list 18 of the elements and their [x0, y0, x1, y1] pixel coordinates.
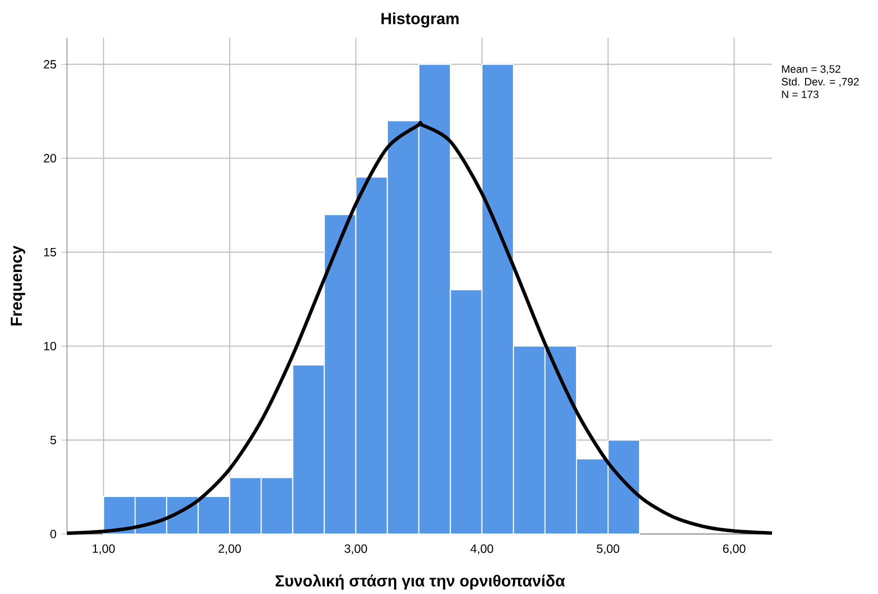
- text: Std. Dev. = ,792: [782, 78, 859, 87]
- chart-title: Histogram: [382, 12, 459, 28]
- y-tick-label: 0: [50, 530, 56, 538]
- y-tick-label: 10: [44, 342, 56, 350]
- y-axis-title: Frequency: [10, 246, 26, 326]
- x-tick-label: 2,00: [218, 544, 241, 554]
- x-tick-label: 3,00: [344, 544, 368, 554]
- text: Mean = 3,52: [782, 65, 840, 74]
- y-tick-label: 5: [50, 436, 56, 444]
- y-tick-label: 25: [44, 60, 56, 69]
- y-tick-label: 20: [44, 154, 56, 162]
- x-axis-title: Συνολική στάση για την ορνιθοπανίδα: [276, 574, 565, 590]
- text: N = 173: [782, 90, 818, 98]
- x-tick-label: 4,00: [470, 544, 494, 554]
- x-tick-label: 5,00: [596, 544, 620, 554]
- x-tick-label: 6,00: [723, 544, 746, 554]
- y-tick-label: 15: [44, 248, 56, 256]
- x-tick-label: 1,00: [92, 544, 115, 554]
